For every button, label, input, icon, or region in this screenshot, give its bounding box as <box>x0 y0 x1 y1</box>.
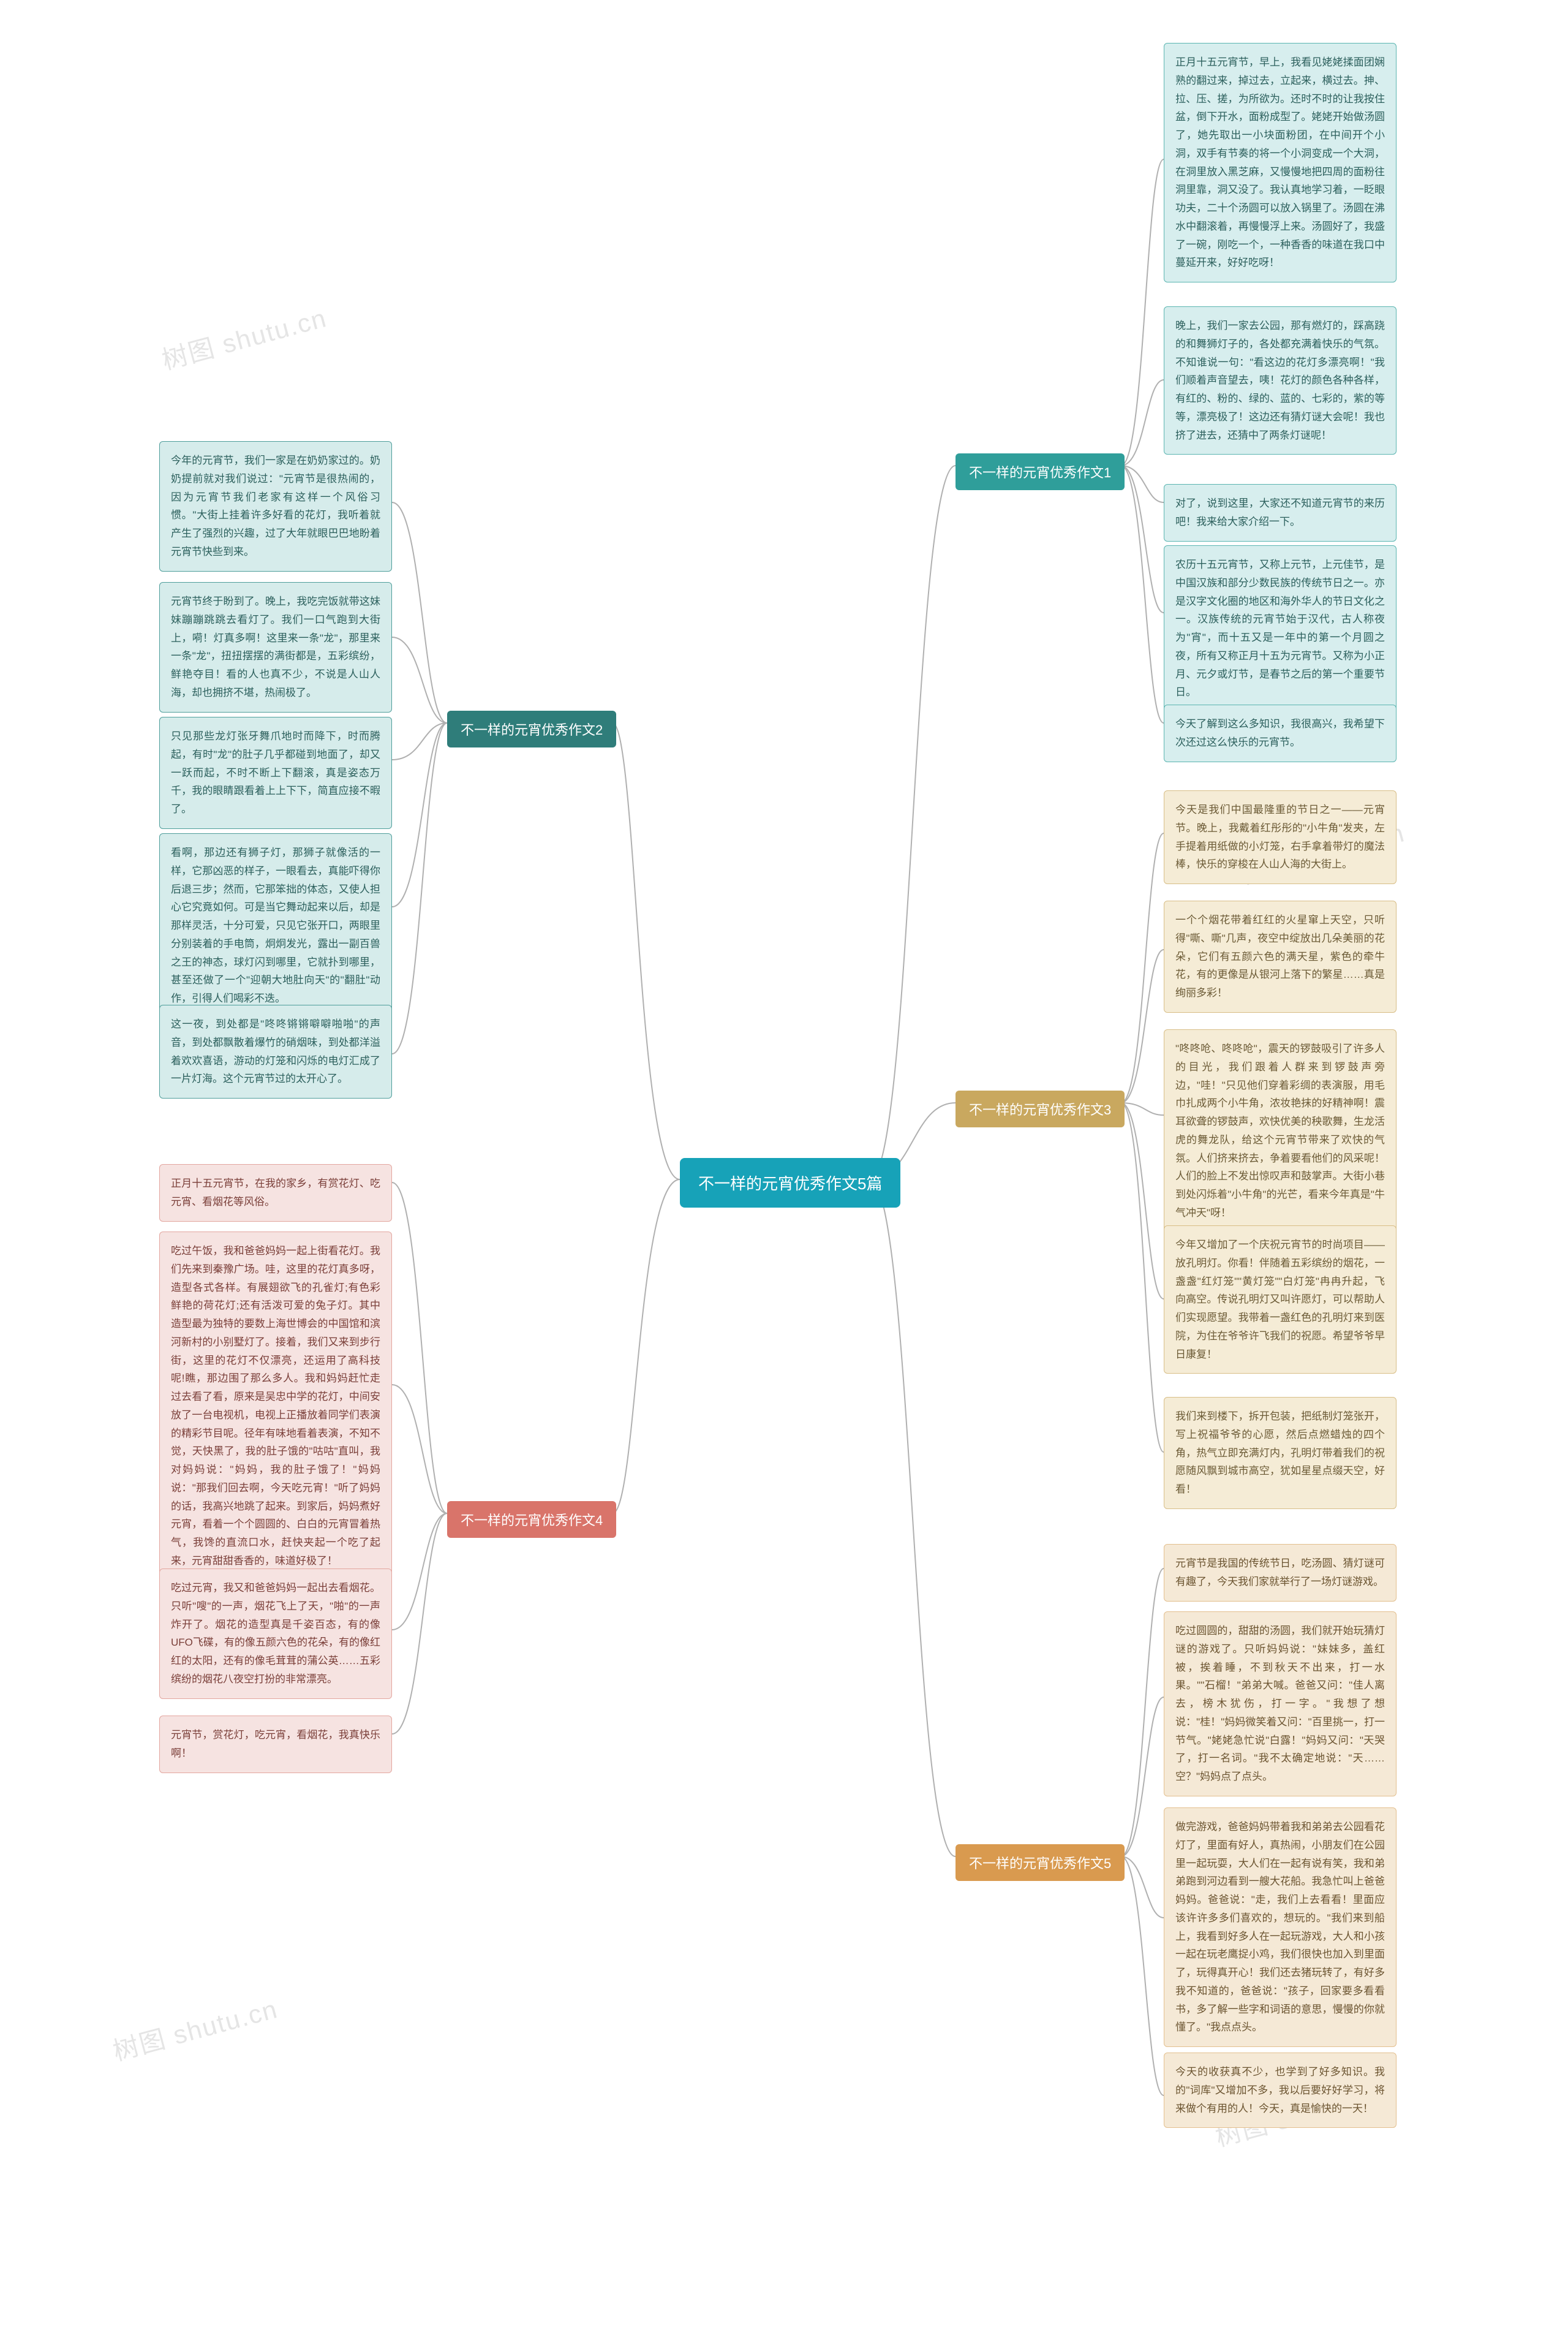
leaf-node[interactable]: 吃过圆圆的，甜甜的汤圆，我们就开始玩猜灯谜的游戏了。只听妈妈说："妹妹多，盖红被… <box>1164 1611 1396 1796</box>
leaf-node[interactable]: 农历十五元宵节，又称上元节，上元佳节，是中国汉族和部分少数民族的传统节日之一。亦… <box>1164 545 1396 712</box>
leaf-node[interactable]: 今年的元宵节，我们一家是在奶奶家过的。奶奶提前就对我们说过："元宵节是很热闹的，… <box>159 441 392 572</box>
leaf-node[interactable]: 正月十五元宵节，在我的家乡，有赏花灯、吃元宵、看烟花等风俗。 <box>159 1164 392 1222</box>
leaf-node[interactable]: 一个个烟花带着红红的火星窜上天空，只听得"嘶、嘶"几声，夜空中绽放出几朵美丽的花… <box>1164 901 1396 1013</box>
leaf-node[interactable]: 元宵节是我国的传统节日，吃汤圆、猜灯谜可有趣了，今天我们家就举行了一场灯谜游戏。 <box>1164 1544 1396 1602</box>
leaf-node[interactable]: 吃过午饭，我和爸爸妈妈一起上街看花灯。我们先来到秦豫广场。哇，这里的花灯真多呀，… <box>159 1232 392 1581</box>
branch-node-3[interactable]: 不一样的元宵优秀作文3 <box>956 1091 1125 1127</box>
leaf-node[interactable]: 今天是我们中国最隆重的节日之一——元宵节。晚上，我戴着红彤彤的"小牛角"发夹，左… <box>1164 790 1396 884</box>
center-node[interactable]: 不一样的元宵优秀作文5篇 <box>680 1158 900 1208</box>
leaf-node[interactable]: 我们来到楼下，拆开包装，把纸制灯笼张开，写上祝福爷爷的心愿，然后点燃蜡烛的四个角… <box>1164 1397 1396 1509</box>
branch-node-5[interactable]: 不一样的元宵优秀作文5 <box>956 1844 1125 1881</box>
leaf-node[interactable]: 正月十五元宵节，早上，我看见姥姥揉面团娴熟的翻过来，掉过去，立起来，横过去。抻、… <box>1164 43 1396 282</box>
leaf-node[interactable]: 这一夜，到处都是"咚咚锵锵噼噼啪啪"的声音，到处都飘散着爆竹的硝烟味，到处都洋溢… <box>159 1005 392 1099</box>
leaf-node[interactable]: 看啊，那边还有狮子灯，那狮子就像活的一样，它那凶恶的样子，一眼看去，真能吓得你后… <box>159 833 392 1018</box>
leaf-node[interactable]: 晚上，我们一家去公园，那有燃灯的，踩高跷的和舞狮灯子的，各处都充满着快乐的气氛。… <box>1164 306 1396 455</box>
branch-node-2[interactable]: 不一样的元宵优秀作文2 <box>447 711 616 747</box>
leaf-node[interactable]: 今天的收获真不少，也学到了好多知识。我的"词库"又增加不多，我以后要好好学习，将… <box>1164 2053 1396 2128</box>
watermark: 树图 shutu.cn <box>157 297 331 377</box>
leaf-node[interactable]: 今天了解到这么多知识，我很高兴，我希望下次还过这么快乐的元宵节。 <box>1164 705 1396 762</box>
leaf-node[interactable]: 对了，说到这里，大家还不知道元宵节的来历吧！我来给大家介绍一下。 <box>1164 484 1396 542</box>
branch-node-4[interactable]: 不一样的元宵优秀作文4 <box>447 1501 616 1538</box>
leaf-node[interactable]: 今年又增加了一个庆祝元宵节的时尚项目——放孔明灯。你看！伴随着五彩缤纷的烟花，一… <box>1164 1225 1396 1374</box>
branch-node-1[interactable]: 不一样的元宵优秀作文1 <box>956 453 1125 490</box>
leaf-node[interactable]: 做完游戏，爸爸妈妈带着我和弟弟去公园看花灯了，里面有好人，真热闹，小朋友们在公园… <box>1164 1807 1396 2047</box>
leaf-node[interactable]: 元宵节终于盼到了。晚上，我吃完饭就带这妹妹蹦蹦跳跳去看灯了。我们一口气跑到大街上… <box>159 582 392 713</box>
leaf-node[interactable]: 吃过元宵，我又和爸爸妈妈一起出去看烟花。只听"嗖"的一声，烟花飞上了天，"啪"的… <box>159 1568 392 1699</box>
leaf-node[interactable]: "咚咚呛、咚咚呛"，震天的锣鼓吸引了许多人的目光，我们跟着人群来到锣鼓声旁边，"… <box>1164 1029 1396 1233</box>
leaf-node[interactable]: 元宵节，赏花灯，吃元宵，看烟花，我真快乐啊！ <box>159 1716 392 1773</box>
leaf-node[interactable]: 只见那些龙灯张牙舞爪地时而降下，时而腾起，有时"龙"的肚子几乎都碰到地面了，却又… <box>159 717 392 829</box>
watermark: 树图 shutu.cn <box>108 1988 282 2068</box>
